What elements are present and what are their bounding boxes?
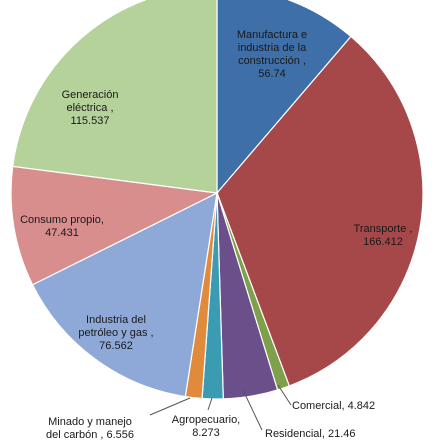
pie-slice-label-line: 47.431 <box>45 227 79 239</box>
pie-slice-label-line: construcción , <box>238 55 306 67</box>
pie-slice-label-line: Generación <box>62 89 119 101</box>
pie-slice-label-line: Comercial, 4.842 <box>292 400 375 412</box>
pie-slices <box>10 0 424 400</box>
pie-slice-label-1: Transporte , 166.412 <box>354 223 413 248</box>
pie-slice-label-line: eléctrica , <box>66 102 113 114</box>
pie-slice-label-5: Minado y manejo del carbón , 6.556 <box>46 416 134 441</box>
pie-slice-label-line: 115.537 <box>71 115 110 127</box>
pie-slice-label-line: Consumo propio, <box>20 214 104 226</box>
pie-slice-label-3: Residencial, 21.46 <box>265 428 356 440</box>
pie-slice-7 <box>10 165 220 286</box>
pie-slice-label-line: petróleo y gas , <box>78 327 153 339</box>
pie-slice-label-line: Minado y manejo <box>48 416 132 428</box>
pie-slice-8 <box>12 0 218 194</box>
pie-slice-label-line: Manufactura e <box>237 29 307 41</box>
pie-labels: Manufactura e industria de la construcción… <box>20 29 412 441</box>
pie-slice-label-line: 56.74 <box>258 68 286 80</box>
pie-slice-label-8: Generación eléctrica , 115.537 <box>62 89 119 127</box>
pie-slice-0 <box>216 0 352 195</box>
pie-slice-label-line: 8.273 <box>192 427 220 439</box>
pie-slice-label-line: 166.412 <box>363 236 403 248</box>
pie-slice-label-0: Manufactura e industria de la construcción… <box>237 29 307 80</box>
pie-slice-label-line: industria de la <box>238 42 307 54</box>
pie-slice-label-line: Industria del <box>86 314 146 326</box>
pie-slice-label-line: Agropecuario, <box>172 414 241 426</box>
pie-callout-line-5 <box>149 397 191 416</box>
pie-slice-6 <box>31 191 218 398</box>
pie-slice-label-2: Comercial, 4.842 <box>292 400 375 412</box>
pie-callout-line-2 <box>277 384 292 406</box>
pie-slice-label-4: Agropecuario, 8.273 <box>172 414 241 439</box>
pie-slice-label-line: Residencial, 21.46 <box>265 428 356 440</box>
pie-slice-1 <box>216 35 424 387</box>
pie-slice-label-line: del carbón , 6.556 <box>46 429 134 441</box>
pie-slice-label-7: Consumo propio, 47.431 <box>20 214 104 239</box>
pie-callout-line-4 <box>207 397 213 411</box>
pie-slice-label-line: Transporte , <box>354 223 413 235</box>
pie-callout-line-3 <box>242 389 263 431</box>
pie-slice-label-6: Industria del petróleo y gas , 76.562 <box>78 314 153 352</box>
pie-callouts <box>149 384 292 431</box>
pie-slice-label-line: 76.562 <box>99 340 133 352</box>
